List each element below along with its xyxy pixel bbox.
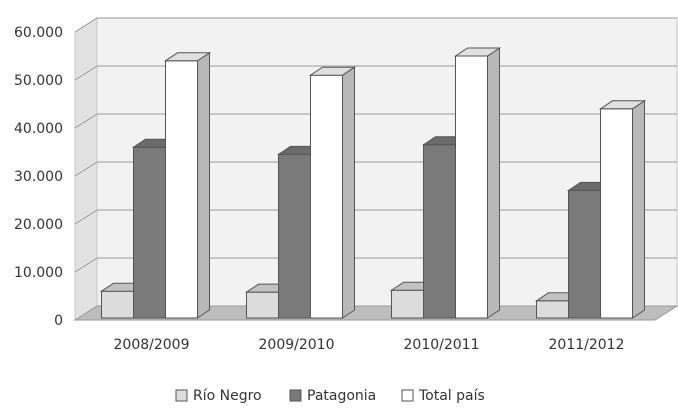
x-tick-label: 2011/2012 [549, 337, 625, 353]
bar-side [197, 51, 210, 319]
bar [310, 74, 343, 319]
y-tick-label: 10.000 [14, 265, 63, 281]
y-tick-label: 0 [54, 313, 63, 329]
y-tick-label: 30.000 [14, 169, 63, 185]
legend-label: Total país [418, 388, 485, 404]
bar [600, 108, 633, 319]
bar [536, 300, 569, 319]
y-tick-label: 50.000 [14, 73, 63, 89]
bar [568, 189, 601, 319]
bar-top [453, 47, 502, 57]
bar-side [487, 47, 500, 319]
bar [246, 291, 279, 319]
y-tick-label: 40.000 [14, 121, 63, 137]
bar [278, 153, 311, 319]
legend-swatch [401, 389, 414, 402]
gridline [74, 17, 677, 33]
bar [165, 60, 198, 319]
bar-side [632, 99, 645, 319]
y-tick-label: 20.000 [14, 217, 63, 233]
x-tick-label: 2009/2010 [259, 337, 335, 353]
bar [391, 289, 424, 319]
chart-floor [73, 305, 678, 321]
bar-top [308, 66, 357, 76]
bar [455, 55, 488, 319]
legend-swatch [289, 389, 302, 402]
bar-side [342, 66, 355, 319]
y-tick-label: 60.000 [14, 25, 63, 41]
bar-top [163, 52, 212, 62]
legend-label: Patagonia [307, 388, 376, 404]
legend-label: Río Negro [193, 388, 262, 404]
bar [133, 146, 166, 319]
bar-top [598, 100, 647, 110]
bar [423, 144, 456, 319]
x-tick-label: 2010/2011 [404, 337, 480, 353]
bar [101, 290, 134, 319]
legend-swatch [175, 389, 188, 402]
x-tick-label: 2008/2009 [114, 337, 190, 353]
